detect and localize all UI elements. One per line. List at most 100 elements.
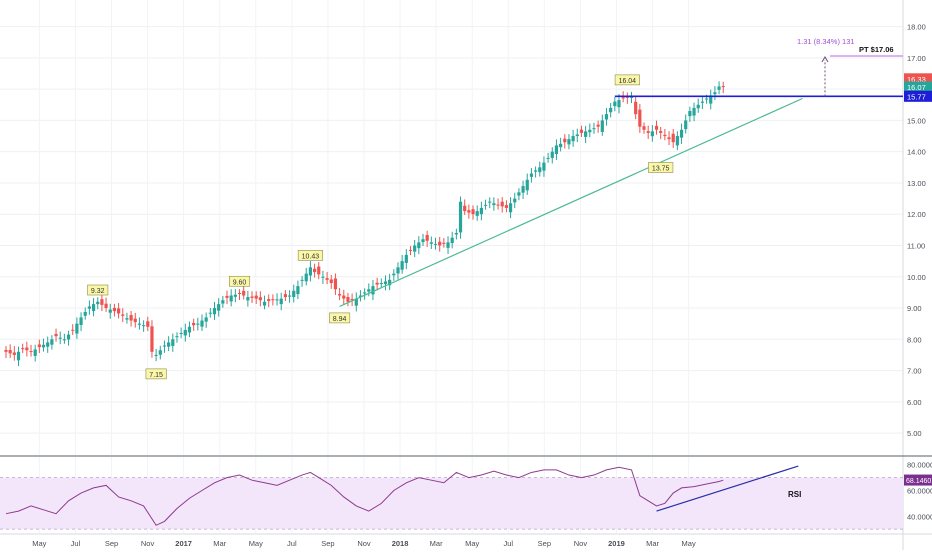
candle-body xyxy=(713,92,717,95)
candle-body xyxy=(333,278,338,290)
candle-body xyxy=(446,242,450,248)
swing-high-label-box xyxy=(297,250,323,261)
candle-body xyxy=(588,129,592,133)
candle-body xyxy=(429,242,433,244)
candle-body xyxy=(287,295,292,297)
candle-body xyxy=(392,273,396,276)
candle-body xyxy=(212,308,217,315)
y-tick-label: 5.00 xyxy=(907,429,922,438)
candle-body xyxy=(521,186,525,193)
candle-body xyxy=(221,300,225,304)
candle-body xyxy=(237,292,242,294)
rsi-tick-label: 80.0000 xyxy=(907,461,932,470)
candle-body xyxy=(454,232,458,235)
candle-body xyxy=(146,321,150,327)
candle-body xyxy=(642,126,646,130)
candle-body xyxy=(684,120,688,130)
candle-body xyxy=(629,96,634,98)
x-tick-label: Sep xyxy=(538,539,551,548)
candle-body xyxy=(609,107,613,113)
candle-body xyxy=(167,342,171,347)
swing-high-label: 9.60 xyxy=(233,279,247,286)
candle-body xyxy=(529,173,534,177)
candle-body xyxy=(246,297,250,301)
x-tick-label: Jul xyxy=(71,539,81,548)
candle-body xyxy=(358,295,363,297)
candle-body xyxy=(325,278,329,280)
price-badge-label: 15.77 xyxy=(907,92,926,101)
candle-body xyxy=(87,306,91,309)
candle-body xyxy=(66,334,71,340)
rsi-tick-label: 40.0000 xyxy=(907,512,932,521)
candle-body xyxy=(292,290,296,297)
candle-body xyxy=(396,267,400,274)
x-tick-label: 2019 xyxy=(608,539,625,548)
candle-body xyxy=(137,323,142,325)
candle-body xyxy=(596,124,600,127)
candle-body xyxy=(479,207,483,215)
candle-body xyxy=(463,205,467,212)
target-label: PT $17.06 xyxy=(859,45,894,54)
candle-body xyxy=(475,211,479,216)
candle-body xyxy=(525,179,529,191)
candle-body xyxy=(413,245,417,252)
swing-low-label-box xyxy=(648,162,674,173)
candle-body xyxy=(171,339,175,346)
x-tick-label: Jul xyxy=(503,539,513,548)
candle-body xyxy=(233,294,237,297)
candle-body xyxy=(317,266,321,275)
candle-body xyxy=(192,322,196,326)
candle-body xyxy=(133,318,137,323)
x-tick-label: Nov xyxy=(141,539,155,548)
x-tick-label: May xyxy=(249,539,263,548)
candle-body xyxy=(492,203,496,206)
candle-body xyxy=(100,299,104,305)
y-tick-label: 10.00 xyxy=(907,273,926,282)
swing-high-label: 16.04 xyxy=(619,78,637,85)
y-tick-label: 11.00 xyxy=(907,241,925,250)
candle-body xyxy=(575,134,579,137)
candle-body xyxy=(363,292,367,294)
rsi-tick-label: 60.0000 xyxy=(907,486,932,495)
y-tick-label: 7.00 xyxy=(907,367,922,376)
candle-body xyxy=(421,239,425,243)
candle-body xyxy=(671,133,675,143)
candle-body xyxy=(717,86,721,90)
candle-body xyxy=(675,136,679,146)
swing-high-label: 10.43 xyxy=(302,253,320,260)
candle-body xyxy=(571,136,575,142)
y-tick-label: 17.00 xyxy=(907,54,926,63)
candle-body xyxy=(496,204,500,206)
candle-body xyxy=(342,295,346,299)
candle-body xyxy=(679,129,684,138)
swing-low-label: 7.15 xyxy=(149,372,163,379)
candle-body xyxy=(175,336,179,338)
candle-body xyxy=(408,249,413,251)
candle-body xyxy=(721,86,725,88)
candle-body xyxy=(546,157,550,159)
candle-body xyxy=(37,344,41,348)
candle-body xyxy=(116,308,121,314)
candle-body xyxy=(308,267,313,276)
x-tick-label: May xyxy=(32,539,46,548)
candle-body xyxy=(554,145,559,155)
candle-body xyxy=(96,301,100,305)
candle-body xyxy=(542,162,546,171)
x-tick-label: 2018 xyxy=(392,539,409,548)
measure-label: 1.31 (8.34%) 131 xyxy=(797,37,855,46)
x-tick-label: Nov xyxy=(574,539,588,548)
x-tick-label: May xyxy=(465,539,479,548)
y-tick-label: 8.00 xyxy=(907,335,922,344)
candle-body xyxy=(200,320,204,327)
candle-body xyxy=(388,279,392,286)
y-tick-label: 9.00 xyxy=(907,304,922,313)
candle-body xyxy=(617,100,621,108)
swing-low-label-box xyxy=(145,368,167,380)
candle-body xyxy=(204,317,208,322)
candle-body xyxy=(258,297,262,301)
candle-body xyxy=(8,349,12,354)
candle-body xyxy=(58,337,62,339)
candle-body xyxy=(125,318,129,320)
candle-body xyxy=(21,348,25,350)
candle-body xyxy=(375,282,379,285)
